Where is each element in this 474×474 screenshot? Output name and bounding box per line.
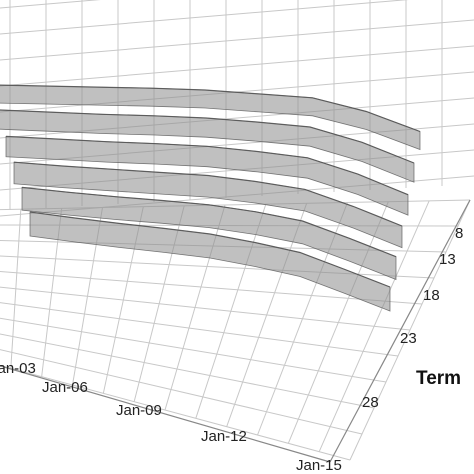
term-axis-title: Term bbox=[416, 368, 461, 389]
term-tick-label: 13 bbox=[439, 251, 456, 268]
back-wall-gridline bbox=[0, 0, 101, 9]
floor-gridline bbox=[195, 204, 267, 419]
back-wall-gridline bbox=[0, 0, 409, 35]
surface-crest-line bbox=[5, 135, 409, 196]
floor-gridline bbox=[0, 333, 375, 409]
term-axis-line bbox=[329, 199, 471, 463]
time-axis-line bbox=[0, 365, 331, 463]
surface-ribbons bbox=[0, 84, 421, 312]
x-tick-label: Jan-09 bbox=[116, 402, 162, 419]
term-tick-label: 28 bbox=[362, 394, 379, 411]
term-tick-label: 8 bbox=[455, 225, 463, 242]
surface-crest-line bbox=[0, 109, 415, 164]
surface-crest-line bbox=[0, 84, 421, 133]
floor-gridline bbox=[10, 209, 22, 369]
term-tick-labels: 8 13 18 23 28 bbox=[362, 225, 463, 411]
surface-crest-line bbox=[21, 186, 397, 258]
x-tick-label: Jan-06 bbox=[42, 379, 88, 396]
x-tick-labels: Jan-03 Jan-06 Jan-09 Jan-12 Jan-15 bbox=[0, 360, 342, 474]
floor-gridline bbox=[318, 200, 430, 452]
surface-crest-line bbox=[29, 211, 391, 288]
x-tick-label: Jan-03 bbox=[0, 360, 36, 377]
x-tick-label: Jan-15 bbox=[296, 457, 342, 474]
floor-gridline bbox=[287, 201, 389, 444]
term-tick-label: 23 bbox=[400, 330, 417, 347]
back-wall-gridline bbox=[0, 45, 474, 87]
surface-crest-line bbox=[13, 161, 403, 227]
floor-gridline bbox=[349, 199, 471, 461]
x-tick-label: Jan-12 bbox=[201, 428, 247, 445]
back-wall-gridline bbox=[0, 19, 474, 61]
term-tick-label: 18 bbox=[423, 287, 440, 304]
